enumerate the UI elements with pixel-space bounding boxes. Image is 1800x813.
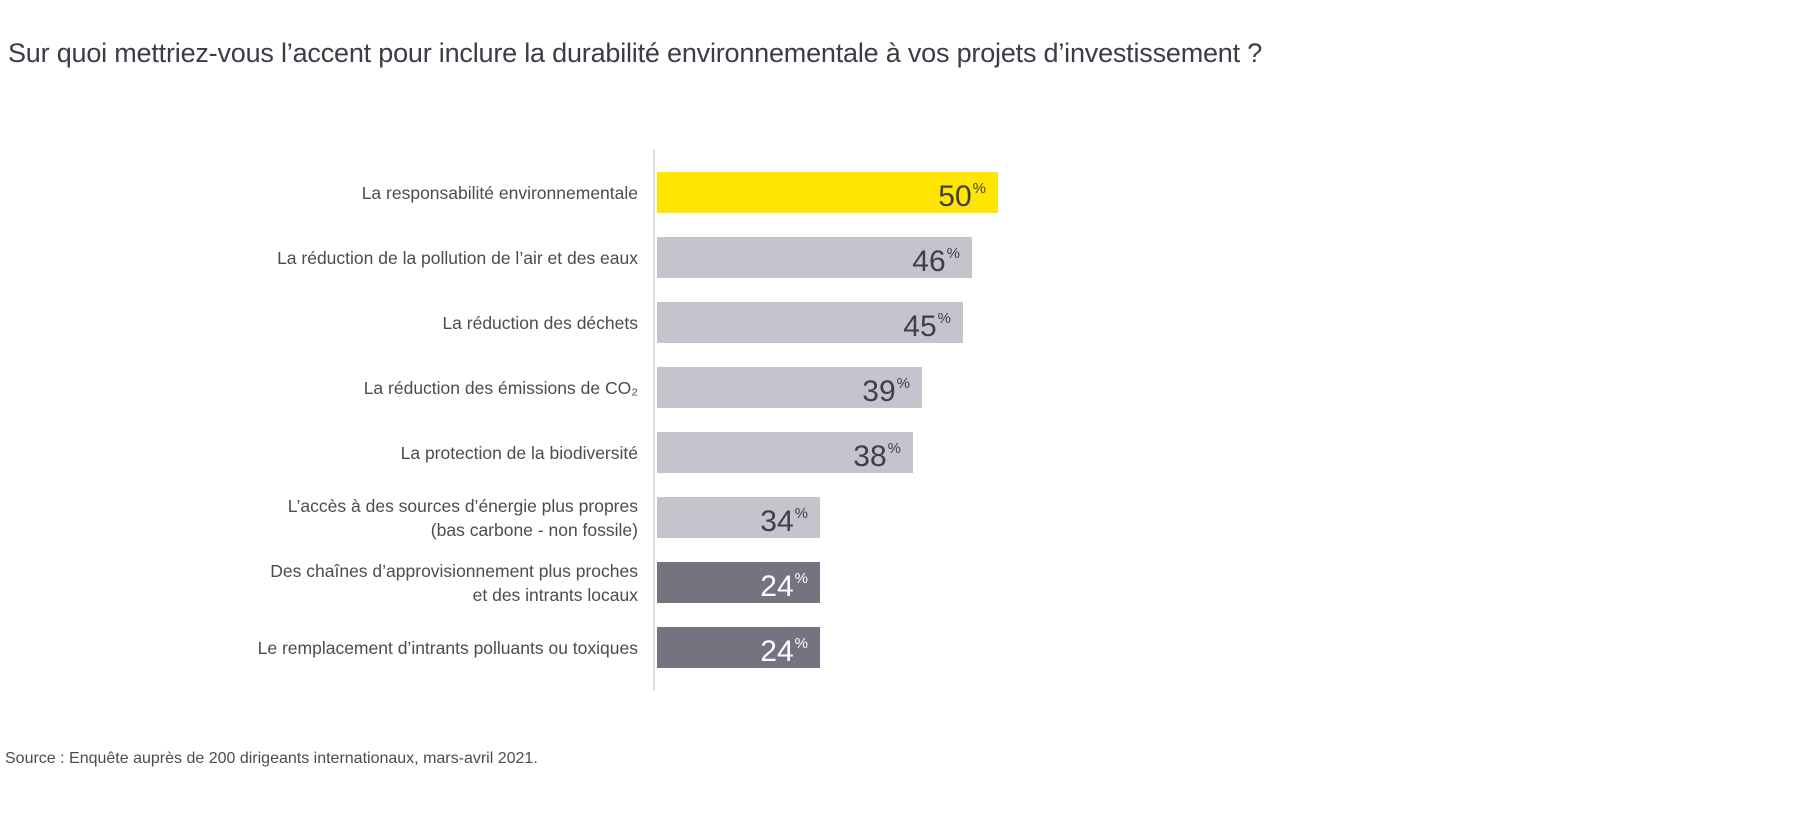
bar-value: 24% — [760, 569, 808, 603]
bar-label: La protection de la biodiversité — [400, 442, 638, 463]
bar: 24% — [657, 627, 820, 668]
bar-value: 39% — [862, 374, 910, 408]
percent-sign: % — [972, 179, 986, 197]
chart-row: La réduction de la pollution de l’air et… — [0, 237, 1800, 278]
bar-value: 24% — [760, 634, 808, 668]
percent-sign: % — [794, 504, 808, 522]
bar: 34% — [657, 497, 820, 538]
bar: 39% — [657, 367, 922, 408]
chart-row: La protection de la biodiversité 38% — [0, 432, 1800, 473]
bar: 50% — [657, 172, 998, 213]
bar-label: La réduction de la pollution de l’air et… — [277, 247, 638, 268]
bar: 45% — [657, 302, 963, 343]
percent-sign: % — [887, 439, 901, 457]
chart-row: L’accès à des sources d’énergie plus pro… — [0, 495, 1800, 540]
bar-value: 45% — [903, 309, 951, 343]
bar-label: La réduction des déchets — [442, 312, 638, 333]
y-axis-line — [653, 150, 655, 690]
percent-sign: % — [937, 309, 951, 327]
bar-value: 38% — [853, 439, 901, 473]
bar: 24% — [657, 562, 820, 603]
chart-row: La réduction des déchets 45% — [0, 302, 1800, 343]
bar-label: Des chaînes d’approvisionnement plus pro… — [270, 560, 638, 605]
bar-label: La responsabilité environnementale — [361, 182, 638, 203]
chart-row: Le remplacement d’intrants polluants ou … — [0, 627, 1800, 668]
percent-sign: % — [794, 634, 808, 652]
percent-sign: % — [794, 569, 808, 587]
source-note: Source : Enquête auprès de 200 dirigeant… — [5, 750, 538, 767]
bar-label: Le remplacement d’intrants polluants ou … — [257, 637, 638, 658]
bar-value: 50% — [938, 179, 986, 213]
chart-title: Sur quoi mettriez-vous l’accent pour inc… — [8, 38, 1263, 68]
chart-row: La réduction des émissions de CO₂ 39% — [0, 367, 1800, 408]
bar-label: L’accès à des sources d’énergie plus pro… — [287, 495, 638, 540]
bar-label: La réduction des émissions de CO₂ — [363, 377, 638, 398]
bar: 38% — [657, 432, 913, 473]
bar-value: 34% — [760, 504, 808, 538]
chart-row: La responsabilité environnementale 50% — [0, 172, 1800, 213]
percent-sign: % — [946, 244, 960, 262]
chart-row: Des chaînes d’approvisionnement plus pro… — [0, 560, 1800, 605]
percent-sign: % — [896, 374, 910, 392]
bar: 46% — [657, 237, 972, 278]
bar-value: 46% — [912, 244, 960, 278]
